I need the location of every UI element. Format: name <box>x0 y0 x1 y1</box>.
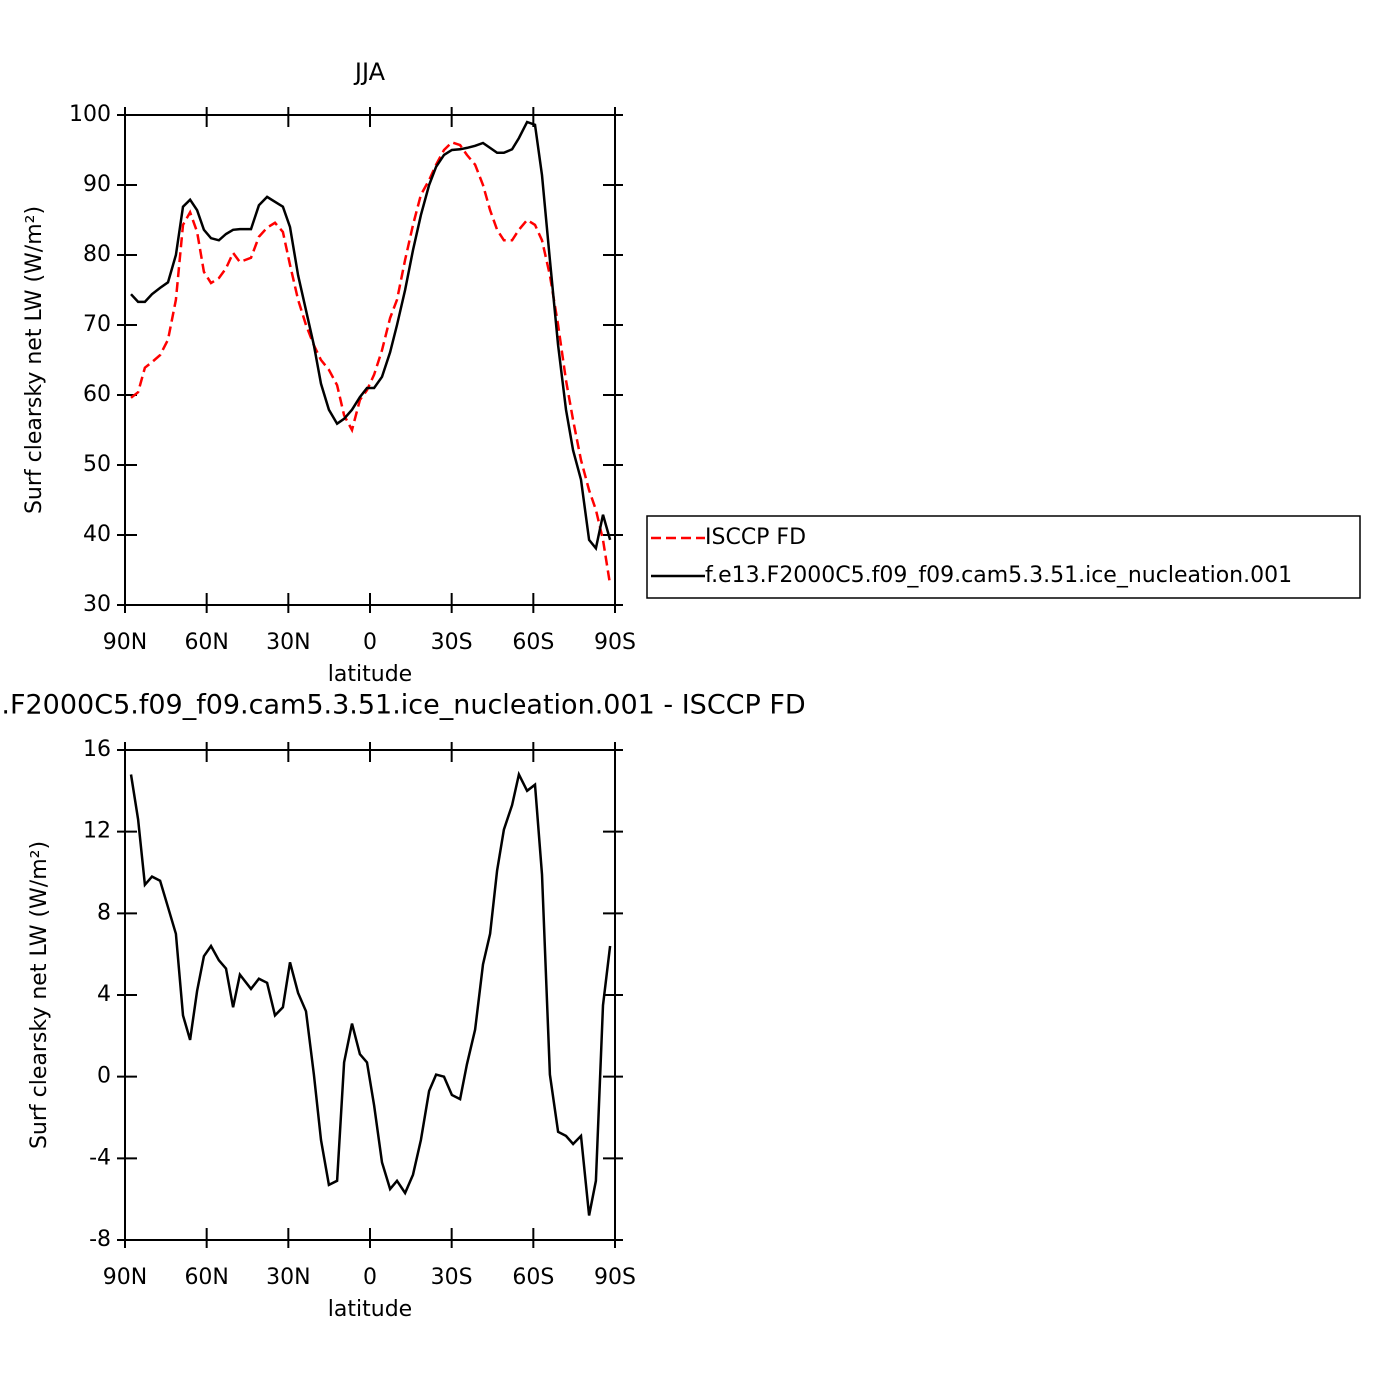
x-tick-label: 30S <box>431 1265 473 1290</box>
chart-title: JJA <box>353 58 386 86</box>
x-tick-label: 30N <box>266 1265 310 1290</box>
y-tick-label: 0 <box>97 1064 111 1089</box>
y-axis-label: Surf clearsky net LW (W/m²) <box>27 841 52 1149</box>
legend-label: ISCCP FD <box>705 525 806 550</box>
legend-frame <box>646 515 1361 599</box>
y-tick-label: 4 <box>97 982 111 1007</box>
y-axis-label: Surf clearsky net LW (W/m²) <box>22 206 47 514</box>
y-tick-label: 80 <box>83 242 111 267</box>
x-tick-label: 90N <box>103 630 147 655</box>
x-tick-label: 90N <box>103 1265 147 1290</box>
y-tick-label: 70 <box>83 312 111 337</box>
x-axis-label: latitude <box>328 662 412 687</box>
chart-title: f.e13.F2000C5.f09_f09.cam5.3.51.ice_nucl… <box>0 690 806 721</box>
y-tick-label: 16 <box>83 737 111 762</box>
x-tick-label: 30N <box>266 630 310 655</box>
x-tick-label: 60S <box>512 630 554 655</box>
y-tick-label: 30 <box>83 592 111 617</box>
y-tick-label: 50 <box>83 452 111 477</box>
y-tick-label: 40 <box>83 522 111 547</box>
x-tick-label: 0 <box>363 630 377 655</box>
y-tick-label: -8 <box>89 1227 111 1252</box>
plot-frame <box>124 749 616 1241</box>
y-tick-label: 100 <box>69 102 111 127</box>
y-tick-label: -4 <box>89 1145 111 1170</box>
y-tick-label: 8 <box>97 900 111 925</box>
plot-frame <box>124 114 616 606</box>
data-line <box>129 770 612 1216</box>
x-tick-label: 30S <box>431 630 473 655</box>
x-tick-label: 60S <box>512 1265 554 1290</box>
data-line <box>130 120 612 552</box>
x-axis-label: latitude <box>328 1297 412 1322</box>
x-tick-label: 90S <box>594 1265 636 1290</box>
x-tick-label: 0 <box>363 1265 377 1290</box>
y-tick-label: 60 <box>83 382 111 407</box>
x-tick-label: 60N <box>184 1265 228 1290</box>
x-tick-label: 90S <box>594 630 636 655</box>
y-tick-label: 90 <box>83 172 111 197</box>
x-tick-label: 60N <box>184 630 228 655</box>
legend-label: f.e13.F2000C5.f09_f09.cam5.3.51.ice_nucl… <box>705 563 1292 588</box>
y-tick-label: 12 <box>83 819 111 844</box>
data-line <box>130 140 612 585</box>
